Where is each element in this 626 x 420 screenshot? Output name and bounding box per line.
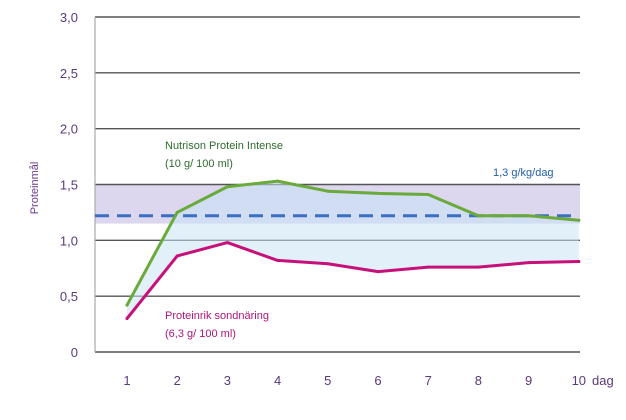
data-point <box>326 262 330 266</box>
x-tick-label: 10 <box>572 373 586 388</box>
data-point <box>476 214 480 218</box>
data-point <box>476 265 480 269</box>
series-line-0 <box>125 179 581 307</box>
data-point <box>376 191 380 195</box>
series-line-1 <box>125 241 581 320</box>
x-tick-label: 5 <box>324 373 331 388</box>
series-label-nutrison: Nutrison Protein Intense <box>165 140 283 152</box>
x-tick-label: 3 <box>224 373 231 388</box>
x-tick-label: 9 <box>525 373 532 388</box>
x-tick-label: 1 <box>123 373 130 388</box>
grid-lines <box>94 16 580 353</box>
data-point <box>527 214 531 218</box>
y-tick-label: 1,0 <box>60 233 78 248</box>
y-tick-label: 0,5 <box>60 289 78 304</box>
y-tick-label: 2,5 <box>60 66 78 81</box>
series-sublabel-proteinrik: (6,3 g/ 100 ml) <box>165 328 236 340</box>
series-sublabel-nutrison: (10 g/ 100 ml) <box>165 158 233 170</box>
x-tick-label: 7 <box>425 373 432 388</box>
x-tick-label: 6 <box>374 373 381 388</box>
series-lines <box>125 179 581 320</box>
y-axis-label: Proteinmål <box>29 162 41 215</box>
data-point <box>225 185 229 189</box>
x-tick-labels: 1 2 3 4 5 6 7 8 9 10 <box>123 373 586 388</box>
data-point <box>426 193 430 197</box>
y-tick-label: 3,0 <box>60 10 78 25</box>
data-point <box>577 260 581 264</box>
data-point <box>376 270 380 274</box>
data-point <box>577 218 581 222</box>
data-point <box>276 258 280 262</box>
data-point <box>125 317 129 320</box>
data-point <box>527 261 531 265</box>
data-point <box>276 179 280 183</box>
x-tick-label: 4 <box>274 373 281 388</box>
data-point <box>125 303 129 307</box>
data-point <box>326 189 330 193</box>
data-point <box>175 254 179 258</box>
x-tick-label: 8 <box>475 373 482 388</box>
y-tick-labels: 0 0,5 1,0 1,5 2,0 2,5 3,0 <box>60 10 78 360</box>
y-tick-label: 1,5 <box>60 178 78 193</box>
reference-line-label: 1,3 g/kg/dag <box>493 167 554 179</box>
data-point <box>426 265 430 269</box>
x-tick-label: 2 <box>174 373 181 388</box>
data-point <box>225 241 229 245</box>
y-tick-label: 0 <box>71 345 78 360</box>
series-label-proteinrik: Proteinrik sondnäring <box>165 310 269 322</box>
data-point <box>175 210 179 214</box>
y-tick-label: 2,0 <box>60 122 78 137</box>
x-axis-label: dag <box>592 373 614 388</box>
